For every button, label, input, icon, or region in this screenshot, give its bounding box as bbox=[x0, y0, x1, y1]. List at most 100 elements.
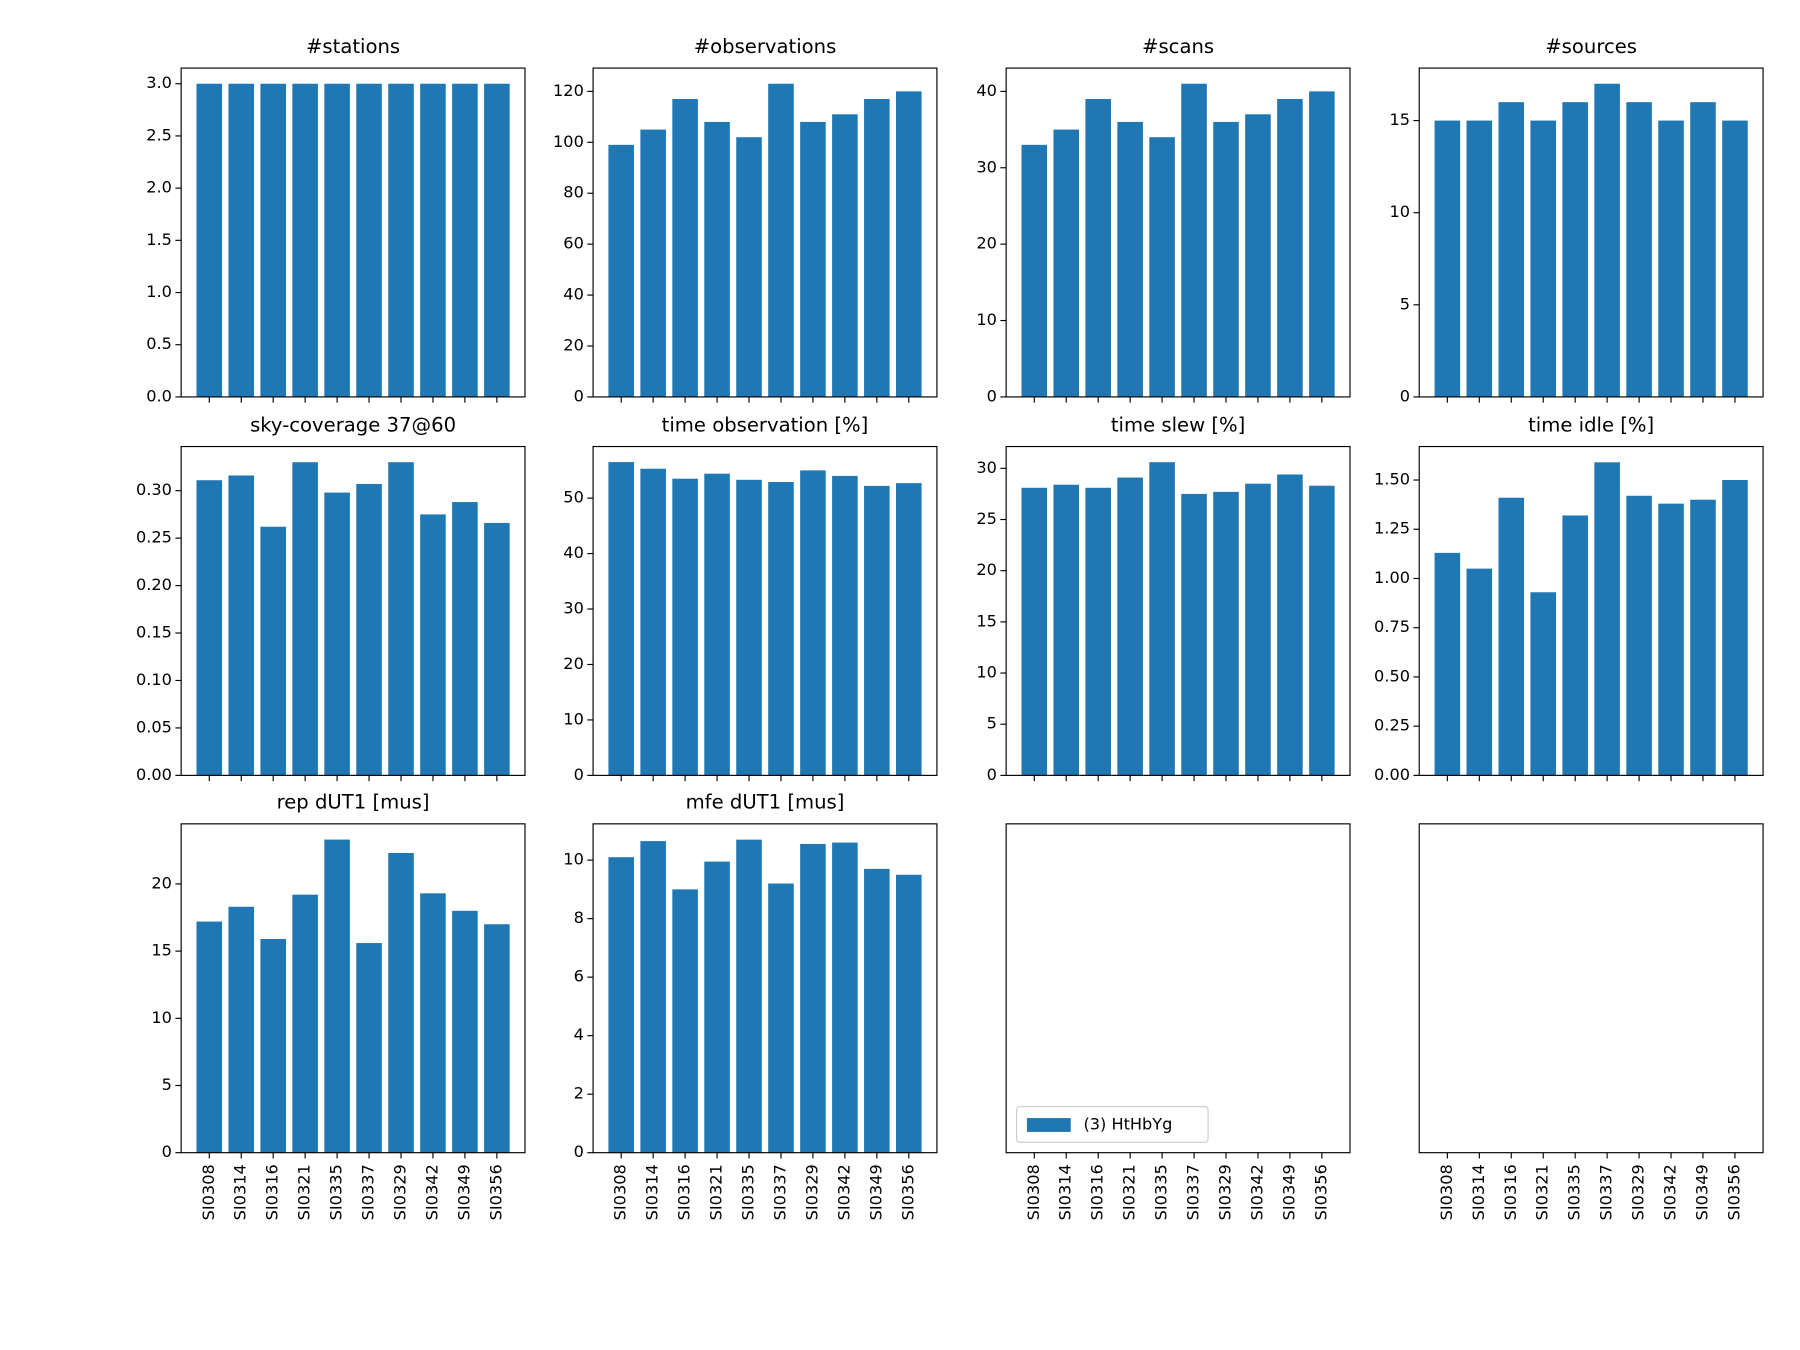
x-tick-label: SI0356 bbox=[1311, 1164, 1330, 1220]
bar bbox=[1498, 102, 1525, 397]
y-tick-label: 5 bbox=[987, 714, 997, 733]
bar bbox=[896, 483, 922, 776]
x-tick-label: SI0337 bbox=[770, 1164, 789, 1220]
bar bbox=[1181, 83, 1207, 397]
x-tick-label: SI0349 bbox=[1279, 1164, 1298, 1220]
y-tick-label: 10 bbox=[1389, 202, 1410, 221]
y-tick-label: 8 bbox=[574, 908, 584, 927]
y-tick-label: 3.0 bbox=[146, 73, 172, 92]
bar bbox=[1594, 83, 1620, 397]
x-tick-label: SI0314 bbox=[231, 1164, 250, 1220]
y-tick-label: 15 bbox=[151, 941, 172, 960]
bar bbox=[608, 462, 634, 776]
x-tick-label: SI0335 bbox=[1152, 1164, 1171, 1220]
bar bbox=[672, 478, 698, 776]
bar bbox=[388, 83, 414, 397]
bar bbox=[292, 894, 318, 1153]
y-tick-label: 80 bbox=[563, 183, 584, 202]
bar bbox=[1277, 474, 1303, 776]
x-tick-label: SI0316 bbox=[1088, 1164, 1107, 1220]
bar bbox=[1690, 102, 1716, 397]
y-tick-label: 0.30 bbox=[136, 480, 172, 499]
axes-frame bbox=[180, 67, 526, 398]
legend-swatch bbox=[1026, 1118, 1071, 1132]
y-tick-label: 0 bbox=[1400, 386, 1410, 405]
panel-title: sky-coverage 37@60 bbox=[250, 413, 456, 436]
bar bbox=[736, 839, 762, 1153]
legend-box bbox=[1015, 1105, 1209, 1143]
x-tick-label: SI0329 bbox=[391, 1164, 410, 1220]
bar bbox=[800, 121, 826, 397]
bar bbox=[228, 906, 255, 1153]
x-tick-label: SI0314 bbox=[1056, 1164, 1075, 1220]
axes-frame bbox=[1005, 67, 1351, 398]
bar bbox=[1213, 491, 1239, 776]
y-tick-label: 30 bbox=[976, 458, 997, 477]
x-tick-label: SI0329 bbox=[1629, 1164, 1648, 1220]
bar bbox=[420, 83, 446, 397]
y-tick-label: 60 bbox=[563, 234, 584, 253]
x-tick-label: SI0316 bbox=[263, 1164, 282, 1220]
x-tick-label: SI0321 bbox=[295, 1164, 314, 1220]
y-tick-label: 0.00 bbox=[136, 765, 172, 784]
x-tick-label: SI0329 bbox=[1216, 1164, 1235, 1220]
y-tick-label: 0.75 bbox=[1374, 617, 1410, 636]
x-tick-label: SI0314 bbox=[1469, 1164, 1488, 1220]
bar bbox=[324, 839, 350, 1153]
bar bbox=[1626, 102, 1652, 397]
bar bbox=[1085, 487, 1111, 776]
bar bbox=[420, 514, 446, 776]
y-tick-label: 2.0 bbox=[146, 178, 172, 197]
y-tick-label: 0.05 bbox=[136, 717, 172, 736]
bar bbox=[356, 484, 382, 776]
bar bbox=[260, 939, 286, 1153]
y-tick-label: 0.10 bbox=[136, 670, 172, 689]
panel-title: time observation [%] bbox=[662, 413, 869, 436]
axes-frame bbox=[1418, 445, 1764, 776]
y-tick-label: 0 bbox=[162, 1142, 172, 1161]
bar bbox=[1434, 552, 1461, 776]
bar bbox=[640, 129, 666, 397]
bar bbox=[228, 475, 255, 776]
bar bbox=[484, 522, 510, 776]
y-tick-label: 1.0 bbox=[146, 282, 172, 301]
x-tick-label: SI0349 bbox=[1692, 1164, 1711, 1220]
bar bbox=[704, 861, 730, 1153]
y-tick-label: 40 bbox=[563, 543, 584, 562]
axes-frame bbox=[592, 823, 938, 1154]
bar bbox=[672, 99, 698, 397]
y-tick-label: 10 bbox=[563, 850, 584, 869]
bar bbox=[1594, 462, 1620, 776]
bar bbox=[672, 889, 698, 1153]
bar bbox=[1149, 462, 1175, 776]
y-tick-label: 0.25 bbox=[1374, 716, 1410, 735]
bar bbox=[896, 874, 922, 1153]
bar bbox=[1085, 99, 1111, 397]
bar bbox=[768, 482, 794, 776]
y-tick-label: 0.25 bbox=[136, 528, 172, 547]
axes-frame bbox=[1418, 67, 1764, 398]
y-tick-label: 25 bbox=[976, 509, 997, 528]
bar bbox=[388, 853, 414, 1153]
y-tick-label: 0.00 bbox=[1374, 765, 1410, 784]
x-tick-label: SI0308 bbox=[1024, 1164, 1043, 1220]
axes-frame bbox=[1418, 823, 1764, 1154]
axes-frame bbox=[180, 823, 526, 1154]
bar bbox=[1562, 515, 1588, 776]
bar bbox=[452, 910, 478, 1153]
x-tick-label: SI0314 bbox=[643, 1164, 662, 1220]
axes-frame bbox=[1005, 823, 1351, 1154]
bar bbox=[736, 137, 762, 397]
x-tick-label: SI0342 bbox=[834, 1164, 853, 1220]
y-tick-label: 2 bbox=[574, 1084, 584, 1103]
bar bbox=[1117, 121, 1143, 397]
y-tick-label: 30 bbox=[563, 599, 584, 618]
bar bbox=[1722, 480, 1748, 776]
bar bbox=[1053, 129, 1080, 397]
y-tick-label: 0.20 bbox=[136, 575, 172, 594]
y-tick-label: 120 bbox=[553, 81, 584, 100]
x-tick-label: SI0349 bbox=[866, 1164, 885, 1220]
bar bbox=[1213, 121, 1239, 397]
bar bbox=[484, 924, 510, 1153]
